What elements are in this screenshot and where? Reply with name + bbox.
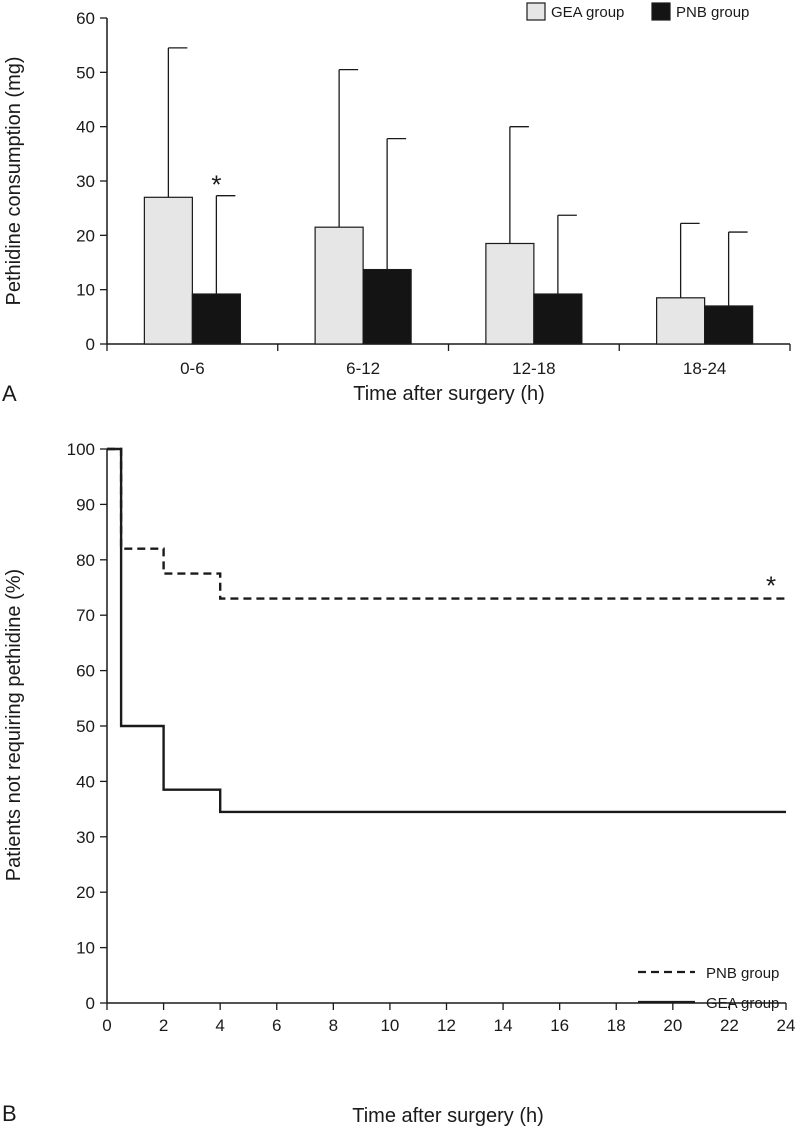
panel-a-y-axis-title: Pethidine consumption (mg) <box>3 56 25 305</box>
panel-b-x-tick-label: 18 <box>607 1016 626 1035</box>
panel-b-x-tick-label: 8 <box>329 1016 338 1035</box>
panel-b-y-tick-label: 30 <box>76 828 95 847</box>
panel-b-x-tick-label: 6 <box>272 1016 281 1035</box>
panel-a-y-tick-label: 60 <box>76 9 95 28</box>
panel-b-y-axis-title: Patients not requiring pethidine (%) <box>3 569 25 881</box>
panel-b-legend: PNB group GEA group <box>638 965 779 1012</box>
panel-a-y-tick-label: 10 <box>76 281 95 300</box>
panel-b-x-tick-label: 20 <box>663 1016 682 1035</box>
bar-gea <box>143 196 193 345</box>
panel-a-y-tick-label: 30 <box>76 172 95 191</box>
panel-b-x-tick-label: 10 <box>380 1016 399 1035</box>
panel-a-category-label: 12-18 <box>512 359 555 378</box>
panel-b-y-tick-label: 10 <box>76 939 95 958</box>
panel-b-y-tick-label: 100 <box>67 440 95 459</box>
panel-b-y-tick-label: 70 <box>76 606 95 625</box>
panel-b-x-axis-title: Time after surgery (h) <box>352 1105 544 1127</box>
legend-swatch-pnb <box>651 2 671 21</box>
panel-a-y-tick-label: 50 <box>76 63 95 82</box>
panel-a-category-label: 18-24 <box>683 359 726 378</box>
legend-label-pnb-line: PNB group <box>706 965 779 982</box>
bar-pnb <box>533 293 583 345</box>
series-line-gea <box>107 447 786 814</box>
bar-gea <box>656 297 706 345</box>
panel-b-x-tick-label: 16 <box>550 1016 569 1035</box>
bar-pnb <box>704 305 754 345</box>
panel-b-y-tick-label: 40 <box>76 772 95 791</box>
panel-b-x-tick-label: 12 <box>437 1016 456 1035</box>
panel-a-bar-chart: Pethidine consumption (mg) Time after su… <box>2 2 791 406</box>
panel-a-label: A <box>2 381 17 406</box>
panel-b-x-tick-label: 2 <box>159 1016 168 1035</box>
panel-b-x-tick-label: 4 <box>215 1016 224 1035</box>
panel-b-y-tick-label: 0 <box>86 994 95 1013</box>
panel-b-x-tick-label: 14 <box>494 1016 513 1035</box>
panel-a-category-label: 0-6 <box>180 359 205 378</box>
panel-a-y-tick-label: 40 <box>76 118 95 137</box>
legend-label-gea: GEA group <box>551 4 624 21</box>
panel-a-x-axis-title: Time after surgery (h) <box>353 383 545 405</box>
bar-gea <box>485 242 535 345</box>
legend-swatch-gea <box>526 2 546 21</box>
panel-b-x-tick-label: 0 <box>102 1016 111 1035</box>
panel-b-x-tick-label: 22 <box>720 1016 739 1035</box>
bar-pnb <box>362 268 412 345</box>
panel-b-line-chart: Patients not requiring pethidine (%) Tim… <box>2 440 795 1127</box>
series-line-pnb <box>107 447 786 600</box>
panel-a-legend: GEA group PNB group <box>526 2 749 21</box>
panel-b-label: B <box>2 1101 17 1126</box>
significance-marker: * <box>766 571 776 601</box>
significance-marker: * <box>211 170 221 200</box>
bar-gea <box>314 226 364 345</box>
panel-b-y-tick-label: 60 <box>76 662 95 681</box>
panel-b-y-tick-label: 20 <box>76 883 95 902</box>
legend-label-pnb: PNB group <box>676 4 749 21</box>
panel-b-y-tick-label: 80 <box>76 551 95 570</box>
panel-b-y-tick-label: 50 <box>76 717 95 736</box>
panel-a-y-tick-label: 0 <box>86 335 95 354</box>
panel-b-x-tick-label: 24 <box>777 1016 796 1035</box>
bar-pnb <box>191 293 241 345</box>
panel-a-y-tick-label: 20 <box>76 226 95 245</box>
panel-a-category-label: 6-12 <box>346 359 380 378</box>
panel-b-y-tick-label: 90 <box>76 495 95 514</box>
